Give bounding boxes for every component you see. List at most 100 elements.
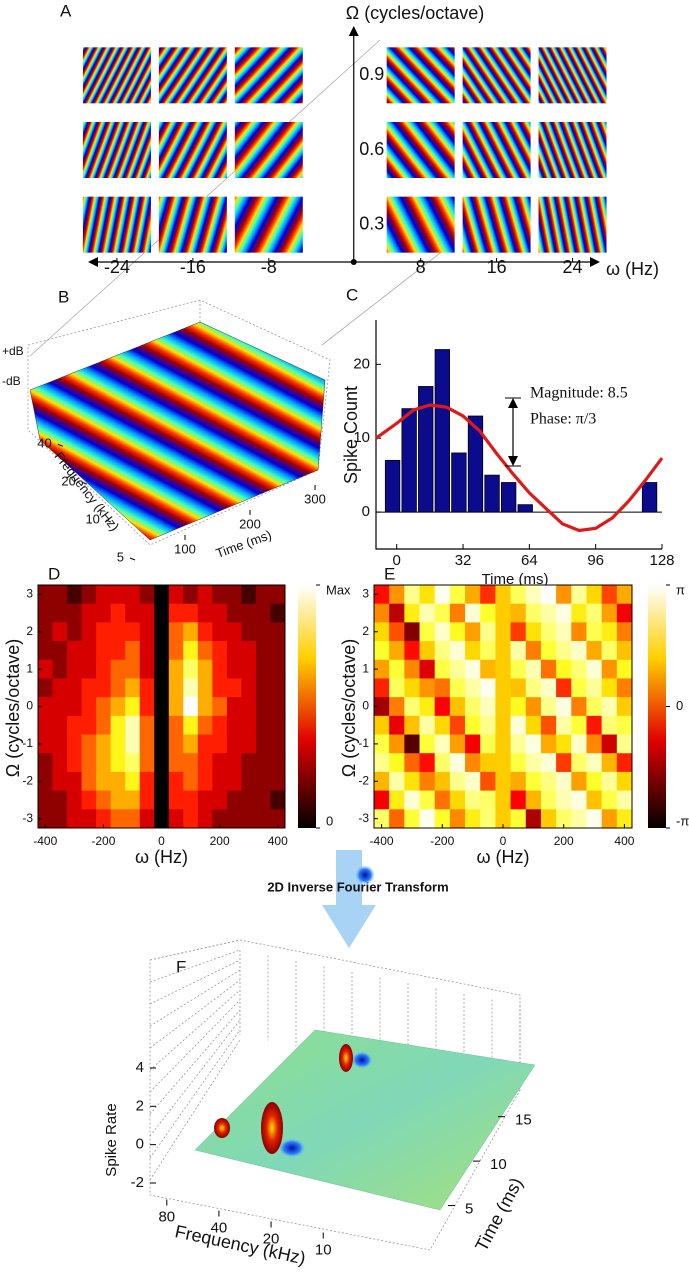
heatmap-cell	[255, 771, 271, 792]
heatmap-cell	[571, 697, 587, 717]
heatmap-cell	[616, 809, 633, 829]
ripple-grating	[538, 47, 607, 104]
ripple-grating	[82, 122, 151, 178]
heatmap-cell	[226, 622, 242, 642]
heatmap-cell	[510, 678, 527, 698]
heatmap-cell	[419, 790, 436, 810]
heatmap-cell	[586, 659, 603, 679]
heatmap-cell	[212, 641, 228, 661]
x-tick-label: 0	[500, 834, 507, 848]
heatmap-cell	[419, 603, 436, 623]
heatmap-cell	[510, 771, 527, 792]
heatmap-cell	[270, 641, 286, 661]
heatmap-cell	[110, 585, 126, 605]
heatmap-cell	[110, 753, 126, 773]
heatmap-cell	[241, 809, 257, 829]
heatmap-cell	[556, 622, 572, 642]
heatmap-cell	[255, 659, 271, 679]
zoom-line	[321, 249, 445, 346]
heatmap-cell	[38, 585, 53, 605]
heatmap-cell	[226, 603, 242, 623]
ripple-surface	[29, 321, 326, 541]
heatmap-cell	[38, 659, 53, 679]
heatmap-cell	[465, 678, 481, 698]
heatmap-cell	[525, 659, 542, 679]
heatmap-cell	[197, 585, 213, 605]
heatmap-cell	[556, 678, 572, 698]
heatmap-cell	[241, 678, 257, 698]
heatmap-cell	[540, 734, 557, 754]
heatmap-cell	[495, 603, 511, 623]
heatmap-cell	[540, 790, 557, 810]
heatmap-cell	[67, 678, 82, 698]
heatmap-cell	[434, 622, 451, 642]
x-axis-label: Time (ms)	[471, 1174, 526, 1254]
wireframe	[149, 959, 241, 1005]
heatmap-cell	[38, 603, 53, 623]
heatmap-cell	[154, 622, 170, 642]
surface-peak	[339, 1044, 353, 1072]
heatmap-cell	[480, 734, 496, 754]
heatmap-cell	[52, 659, 68, 679]
heatmap-cell	[226, 809, 242, 829]
heatmap-cell	[525, 753, 542, 773]
heatmap-cell	[419, 678, 436, 698]
z-label: -dB	[2, 374, 21, 388]
heatmap-cell	[168, 734, 184, 754]
heatmap-cell	[81, 622, 97, 642]
heatmap-cell	[96, 622, 112, 642]
heatmap-cell	[374, 641, 390, 661]
ripple-grating	[386, 47, 455, 104]
x-tick-label: 10	[490, 1156, 507, 1173]
x-tick-label: 100	[174, 541, 196, 556]
heatmap-cell	[255, 585, 271, 605]
heatmap-cell	[586, 585, 603, 605]
heatmap-cell	[226, 697, 242, 717]
heatmap-cell	[510, 734, 527, 754]
heatmap-cell	[525, 715, 542, 735]
heatmap-cell	[139, 585, 155, 605]
heatmap-cell	[81, 809, 97, 829]
y-tick-label: 80	[158, 1209, 175, 1226]
heatmap-cell	[270, 771, 286, 792]
response-surface	[194, 1029, 536, 1211]
heatmap-cell	[389, 790, 405, 810]
heatmap-cell	[110, 697, 126, 717]
heatmap-cell	[389, 715, 405, 735]
heatmap-cell	[465, 603, 481, 623]
heatmap-cell	[449, 809, 466, 829]
panel-label: E	[384, 564, 395, 583]
x-tick-label: 200	[210, 834, 230, 848]
transform-arrow	[322, 850, 376, 948]
heatmap-cell	[434, 678, 451, 698]
heatmap-cell	[540, 603, 557, 623]
heatmap-cell	[139, 734, 155, 754]
y-tick-label: 40	[37, 436, 51, 451]
heatmap-cell	[495, 809, 511, 829]
y-tick-label: 40	[211, 1219, 228, 1236]
heatmap-cell	[110, 790, 126, 810]
heatmap-cell	[434, 809, 451, 829]
heatmap-cell	[510, 603, 527, 623]
heatmap-cell	[110, 641, 126, 661]
heatmap-cell	[434, 641, 451, 661]
heatmap-cell	[212, 659, 228, 679]
heatmap-cell	[404, 622, 420, 642]
z-tick-label: -2	[131, 1174, 144, 1191]
heatmap-cell	[270, 678, 286, 698]
x-tick-label: 32	[455, 552, 472, 569]
y-tick-label: 2	[26, 624, 33, 638]
x-tick-label: 96	[587, 552, 604, 569]
heatmap-cell	[67, 715, 82, 735]
heatmap-cell	[38, 809, 53, 829]
heatmap-cell	[241, 585, 257, 605]
heatmap-cell	[197, 659, 213, 679]
ripple-grating	[538, 196, 607, 253]
x-tick-label: -200	[91, 834, 115, 848]
bar	[467, 415, 484, 513]
heatmap-cell	[404, 603, 420, 623]
colorbar-label: 0	[326, 813, 333, 828]
heatmap-cell	[465, 659, 481, 679]
heatmap-cell	[571, 678, 587, 698]
heatmap-cell	[226, 715, 242, 735]
